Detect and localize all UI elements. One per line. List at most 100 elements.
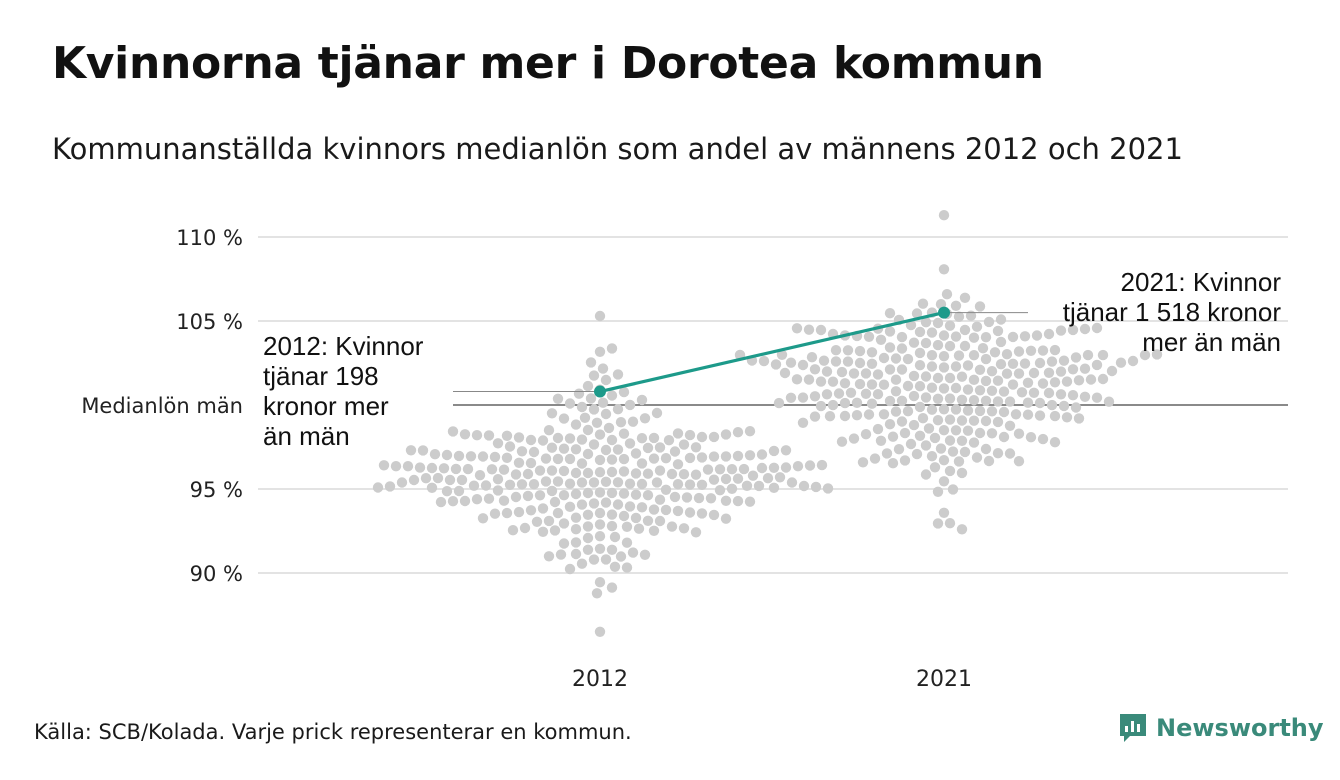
kommun-dot [594, 454, 606, 466]
kommun-dot [1025, 432, 1037, 443]
kommun-dot [708, 509, 720, 521]
kommun-dot [938, 404, 950, 415]
chart-title: Kvinnorna tjänar mer i Dorotea kommun [52, 38, 1044, 89]
brand-logo[interactable]: Newsworthy [1118, 712, 1324, 744]
kommun-dot [1127, 355, 1139, 367]
kommun-dot [582, 544, 594, 555]
kommun-dot [842, 356, 854, 367]
annotation-2012: 2012: Kvinnor tjänar 198 kronor mer än män [263, 331, 424, 451]
kommun-dot [642, 442, 654, 454]
kommun-dot [944, 372, 956, 384]
kommun-dot [681, 492, 693, 503]
kommun-dot [570, 524, 582, 535]
kommun-dot [863, 409, 875, 420]
kommun-dot [549, 496, 561, 508]
kommun-dot [444, 474, 456, 486]
kommun-dot [573, 388, 585, 399]
kommun-dot [612, 404, 624, 415]
kommun-dot [1070, 402, 1082, 413]
annotation-2012-line: tjänar 198 [263, 361, 379, 391]
kommun-dot [1049, 437, 1061, 448]
kommun-dot [525, 434, 537, 446]
highlight-point-2012 [594, 385, 606, 398]
kommun-dot [848, 368, 860, 379]
kommun-dot [522, 468, 534, 480]
kommun-dot [935, 443, 947, 454]
kommun-dot [830, 345, 842, 356]
kommun-dot [558, 465, 570, 477]
kommun-dot [546, 408, 558, 419]
kommun-dot [753, 480, 765, 492]
kommun-dot [426, 482, 438, 493]
kommun-dot [537, 503, 549, 514]
kommun-dot [1079, 391, 1091, 402]
kommun-dot [959, 340, 971, 352]
kommun-dot [762, 473, 774, 484]
kommun-dot [714, 485, 726, 496]
kommun-dot [947, 484, 959, 495]
x-tick-label: 2012 [572, 667, 628, 692]
kommun-dot [528, 479, 540, 490]
kommun-dot [1082, 349, 1094, 361]
kommun-dot [606, 509, 618, 520]
kommun-dot [1049, 344, 1061, 356]
kommun-dot [666, 468, 678, 480]
kommun-dot [615, 551, 627, 562]
kommun-dot [588, 439, 600, 450]
kommun-dot [438, 463, 450, 474]
kommun-dot [1031, 330, 1043, 341]
kommun-dot [651, 407, 663, 419]
kommun-dot [944, 340, 956, 352]
kommun-dot [630, 448, 642, 459]
kommun-dot [953, 456, 965, 467]
kommun-dot [648, 525, 660, 536]
kommun-dot [522, 490, 534, 502]
kommun-dot [441, 486, 453, 497]
kommun-dot [648, 504, 660, 515]
kommun-dot [552, 453, 564, 465]
kommun-dot [468, 480, 480, 491]
kommun-dot [938, 362, 950, 373]
kommun-dot [414, 462, 426, 473]
kommun-dot [896, 395, 908, 406]
kommun-dot [926, 361, 938, 372]
kommun-dot [672, 479, 684, 490]
kommun-dot [968, 374, 980, 385]
kommun-dot [779, 367, 791, 379]
kommun-dot [594, 626, 606, 637]
kommun-dot [1025, 345, 1037, 356]
kommun-dot [606, 454, 618, 465]
kommun-dot [696, 479, 708, 490]
kommun-dot [1115, 357, 1127, 368]
kommun-dot [525, 457, 537, 469]
y-tick-label: 110 % [176, 226, 243, 250]
kommun-dot [896, 343, 908, 354]
kommun-dot [471, 430, 483, 441]
kommun-dot [648, 432, 660, 444]
kommun-dot [558, 518, 570, 529]
kommun-dot [669, 491, 681, 503]
kommun-dot [977, 343, 989, 354]
kommun-dot [660, 453, 672, 464]
kommun-dot [696, 508, 708, 519]
kommun-dot [582, 509, 594, 520]
kommun-dot [962, 425, 974, 436]
kommun-dot [1073, 375, 1085, 386]
kommun-dot [959, 292, 971, 303]
kommun-dot [822, 483, 834, 494]
kommun-dot [980, 395, 992, 406]
kommun-dot [552, 507, 564, 519]
kommun-dot [1106, 365, 1118, 377]
kommun-dot [914, 381, 926, 392]
kommun-dot [1049, 410, 1061, 422]
kommun-dot [600, 444, 612, 456]
kommun-dot [534, 490, 546, 501]
kommun-dot [908, 337, 920, 348]
kommun-dot [860, 429, 872, 440]
kommun-dot [489, 451, 501, 463]
kommun-dot [741, 480, 753, 491]
kommun-dot [1022, 409, 1034, 420]
kommun-dot [390, 461, 402, 472]
kommun-dot [815, 376, 827, 387]
